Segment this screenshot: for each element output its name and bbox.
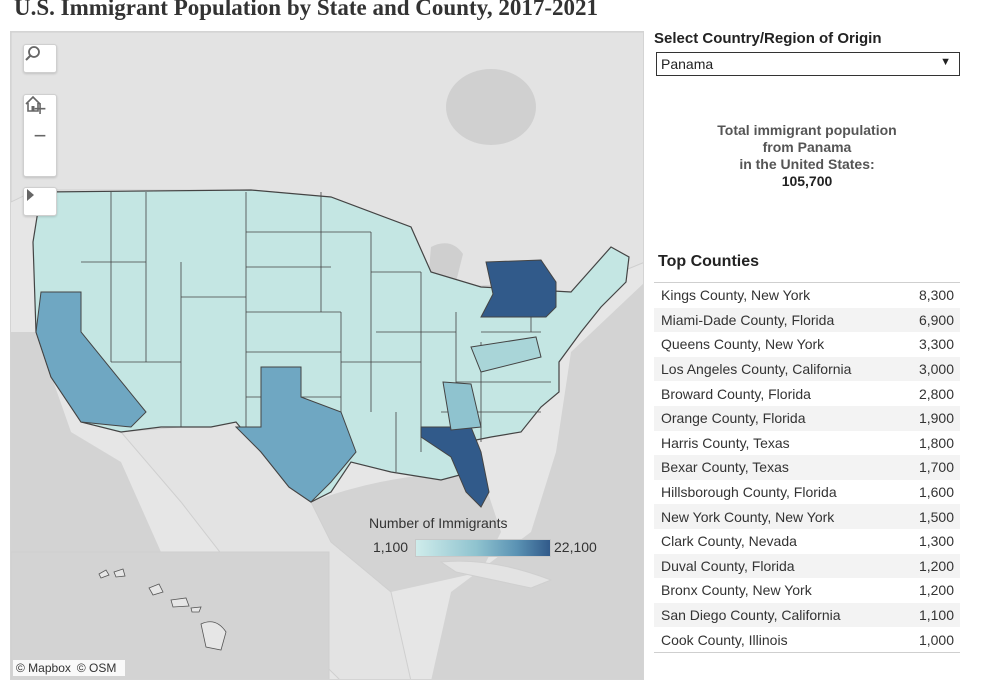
legend-title: Number of Immigrants: [369, 515, 508, 531]
county-name: Cook County, Illinois: [661, 631, 788, 648]
origin-dropdown-value: Panama: [661, 56, 714, 72]
table-row[interactable]: Miami-Dade County, Florida 6,900: [654, 307, 960, 333]
top-counties-table: Kings County, New York 8,300 Miami-Dade Co…: [654, 282, 960, 653]
hawaii-islands: [98, 568, 227, 651]
county-value: 1,600: [918, 484, 954, 501]
hawaii-inset: [11, 551, 330, 679]
county-value: 6,900: [918, 311, 954, 328]
table-row[interactable]: Bronx County, New York 1,200: [654, 578, 960, 603]
legend-min-value: 1,100: [373, 539, 409, 555]
county-name: Bronx County, New York: [661, 582, 812, 599]
county-value: 1,700: [918, 459, 954, 476]
state-virginia: [470, 336, 542, 373]
table-row[interactable]: San Diego County, California 1,100: [654, 602, 960, 628]
dropdown-arrow-icon[interactable]: ▼: [940, 56, 951, 68]
county-value: 1,200: [918, 582, 954, 599]
osm-attribution[interactable]: © OSM: [76, 661, 117, 675]
table-row[interactable]: Kings County, New York 8,300: [654, 283, 960, 308]
color-legend: Number of Immigrants 1,100 22,100: [369, 512, 609, 562]
county-value: 1,500: [918, 508, 954, 525]
table-row[interactable]: New York County, New York 1,500: [654, 504, 960, 529]
summary-line-3: in the United States:: [739, 156, 875, 172]
county-name: Harris County, Texas: [661, 434, 790, 451]
hudson-bay: [446, 69, 536, 145]
table-row[interactable]: Hillsborough County, Florida 1,600: [654, 480, 960, 505]
summary-line-1: Total immigrant population: [717, 122, 897, 138]
table-row[interactable]: Harris County, Texas 1,800: [654, 431, 960, 456]
county-name: Los Angeles County, California: [661, 361, 852, 378]
county-name: Orange County, Florida: [661, 410, 806, 427]
side-panel: Select Country/Region of Origin Panama ▼…: [654, 30, 960, 680]
legend-gradient-bar: [415, 539, 551, 557]
table-row[interactable]: Los Angeles County, California 3,000: [654, 356, 960, 382]
table-row[interactable]: Duval County, Florida 1,200: [654, 553, 960, 579]
mapbox-attribution[interactable]: © Mapbox: [16, 661, 71, 675]
cuba: [439, 560, 553, 589]
home-icon[interactable]: [24, 95, 56, 176]
state-texas: [234, 366, 357, 503]
expand-arrow-icon[interactable]: [24, 188, 56, 215]
state-georgia: [442, 381, 482, 431]
county-value: 1,000: [918, 631, 954, 648]
table-row[interactable]: Queens County, New York 3,300: [654, 332, 960, 357]
county-value: 3,300: [918, 336, 954, 353]
search-icon[interactable]: [24, 45, 56, 72]
table-row[interactable]: Broward County, Florida 2,800: [654, 381, 960, 406]
county-name: Clark County, Nevada: [661, 533, 797, 550]
county-value: 1,800: [918, 434, 954, 451]
county-value: 3,000: [918, 361, 954, 378]
origin-filter-label: Select Country/Region of Origin: [654, 30, 882, 47]
county-name: San Diego County, California: [661, 607, 841, 624]
choropleth-map[interactable]: + − © Mapbox © OSM Number of Immigrants 1…: [10, 31, 644, 680]
page-title: U.S. Immigrant Population by State and C…: [14, 0, 599, 20]
map-attribution[interactable]: © Mapbox © OSM: [13, 660, 126, 676]
map-search-control[interactable]: [23, 44, 57, 73]
county-value: 1,900: [918, 410, 954, 427]
county-value: 1,300: [918, 533, 954, 550]
table-row[interactable]: Bexar County, Texas 1,700: [654, 455, 960, 480]
table-row[interactable]: Cook County, Illinois 1,000: [654, 627, 960, 652]
state-borders: [81, 192, 551, 472]
state-california: [35, 291, 147, 428]
legend-max-value: 22,100: [554, 539, 597, 555]
county-value: 1,100: [918, 607, 954, 624]
county-value: 1,200: [918, 557, 954, 574]
total-value: 105,700: [781, 173, 833, 189]
map-toolbar-toggle[interactable]: [23, 187, 57, 216]
state-florida: [420, 426, 490, 508]
county-value: 2,800: [918, 385, 954, 402]
state-new-york: [480, 259, 557, 318]
zoom-out-icon[interactable]: −: [33, 122, 47, 148]
county-name: Bexar County, Texas: [661, 459, 789, 476]
table-row[interactable]: Clark County, Nevada 1,300: [654, 529, 960, 554]
map-canvas[interactable]: [11, 32, 644, 680]
county-name: Kings County, New York: [661, 287, 811, 304]
county-value: 8,300: [918, 287, 954, 304]
county-name: New York County, New York: [661, 508, 835, 525]
map-zoom-controls[interactable]: + −: [23, 94, 57, 177]
total-summary: Total immigrant population from Panama i…: [654, 122, 960, 190]
origin-dropdown[interactable]: Panama ▼: [656, 52, 960, 76]
county-name: Broward County, Florida: [661, 385, 811, 402]
county-name: Miami-Dade County, Florida: [661, 311, 835, 328]
table-row[interactable]: Orange County, Florida 1,900: [654, 405, 960, 431]
summary-line-2: from Panama: [762, 139, 852, 155]
county-name: Duval County, Florida: [661, 557, 795, 574]
county-name: Hillsborough County, Florida: [661, 484, 837, 501]
top-counties-title: Top Counties: [658, 253, 760, 270]
atlantic-ocean: [431, 283, 643, 679]
county-name: Queens County, New York: [661, 336, 825, 353]
